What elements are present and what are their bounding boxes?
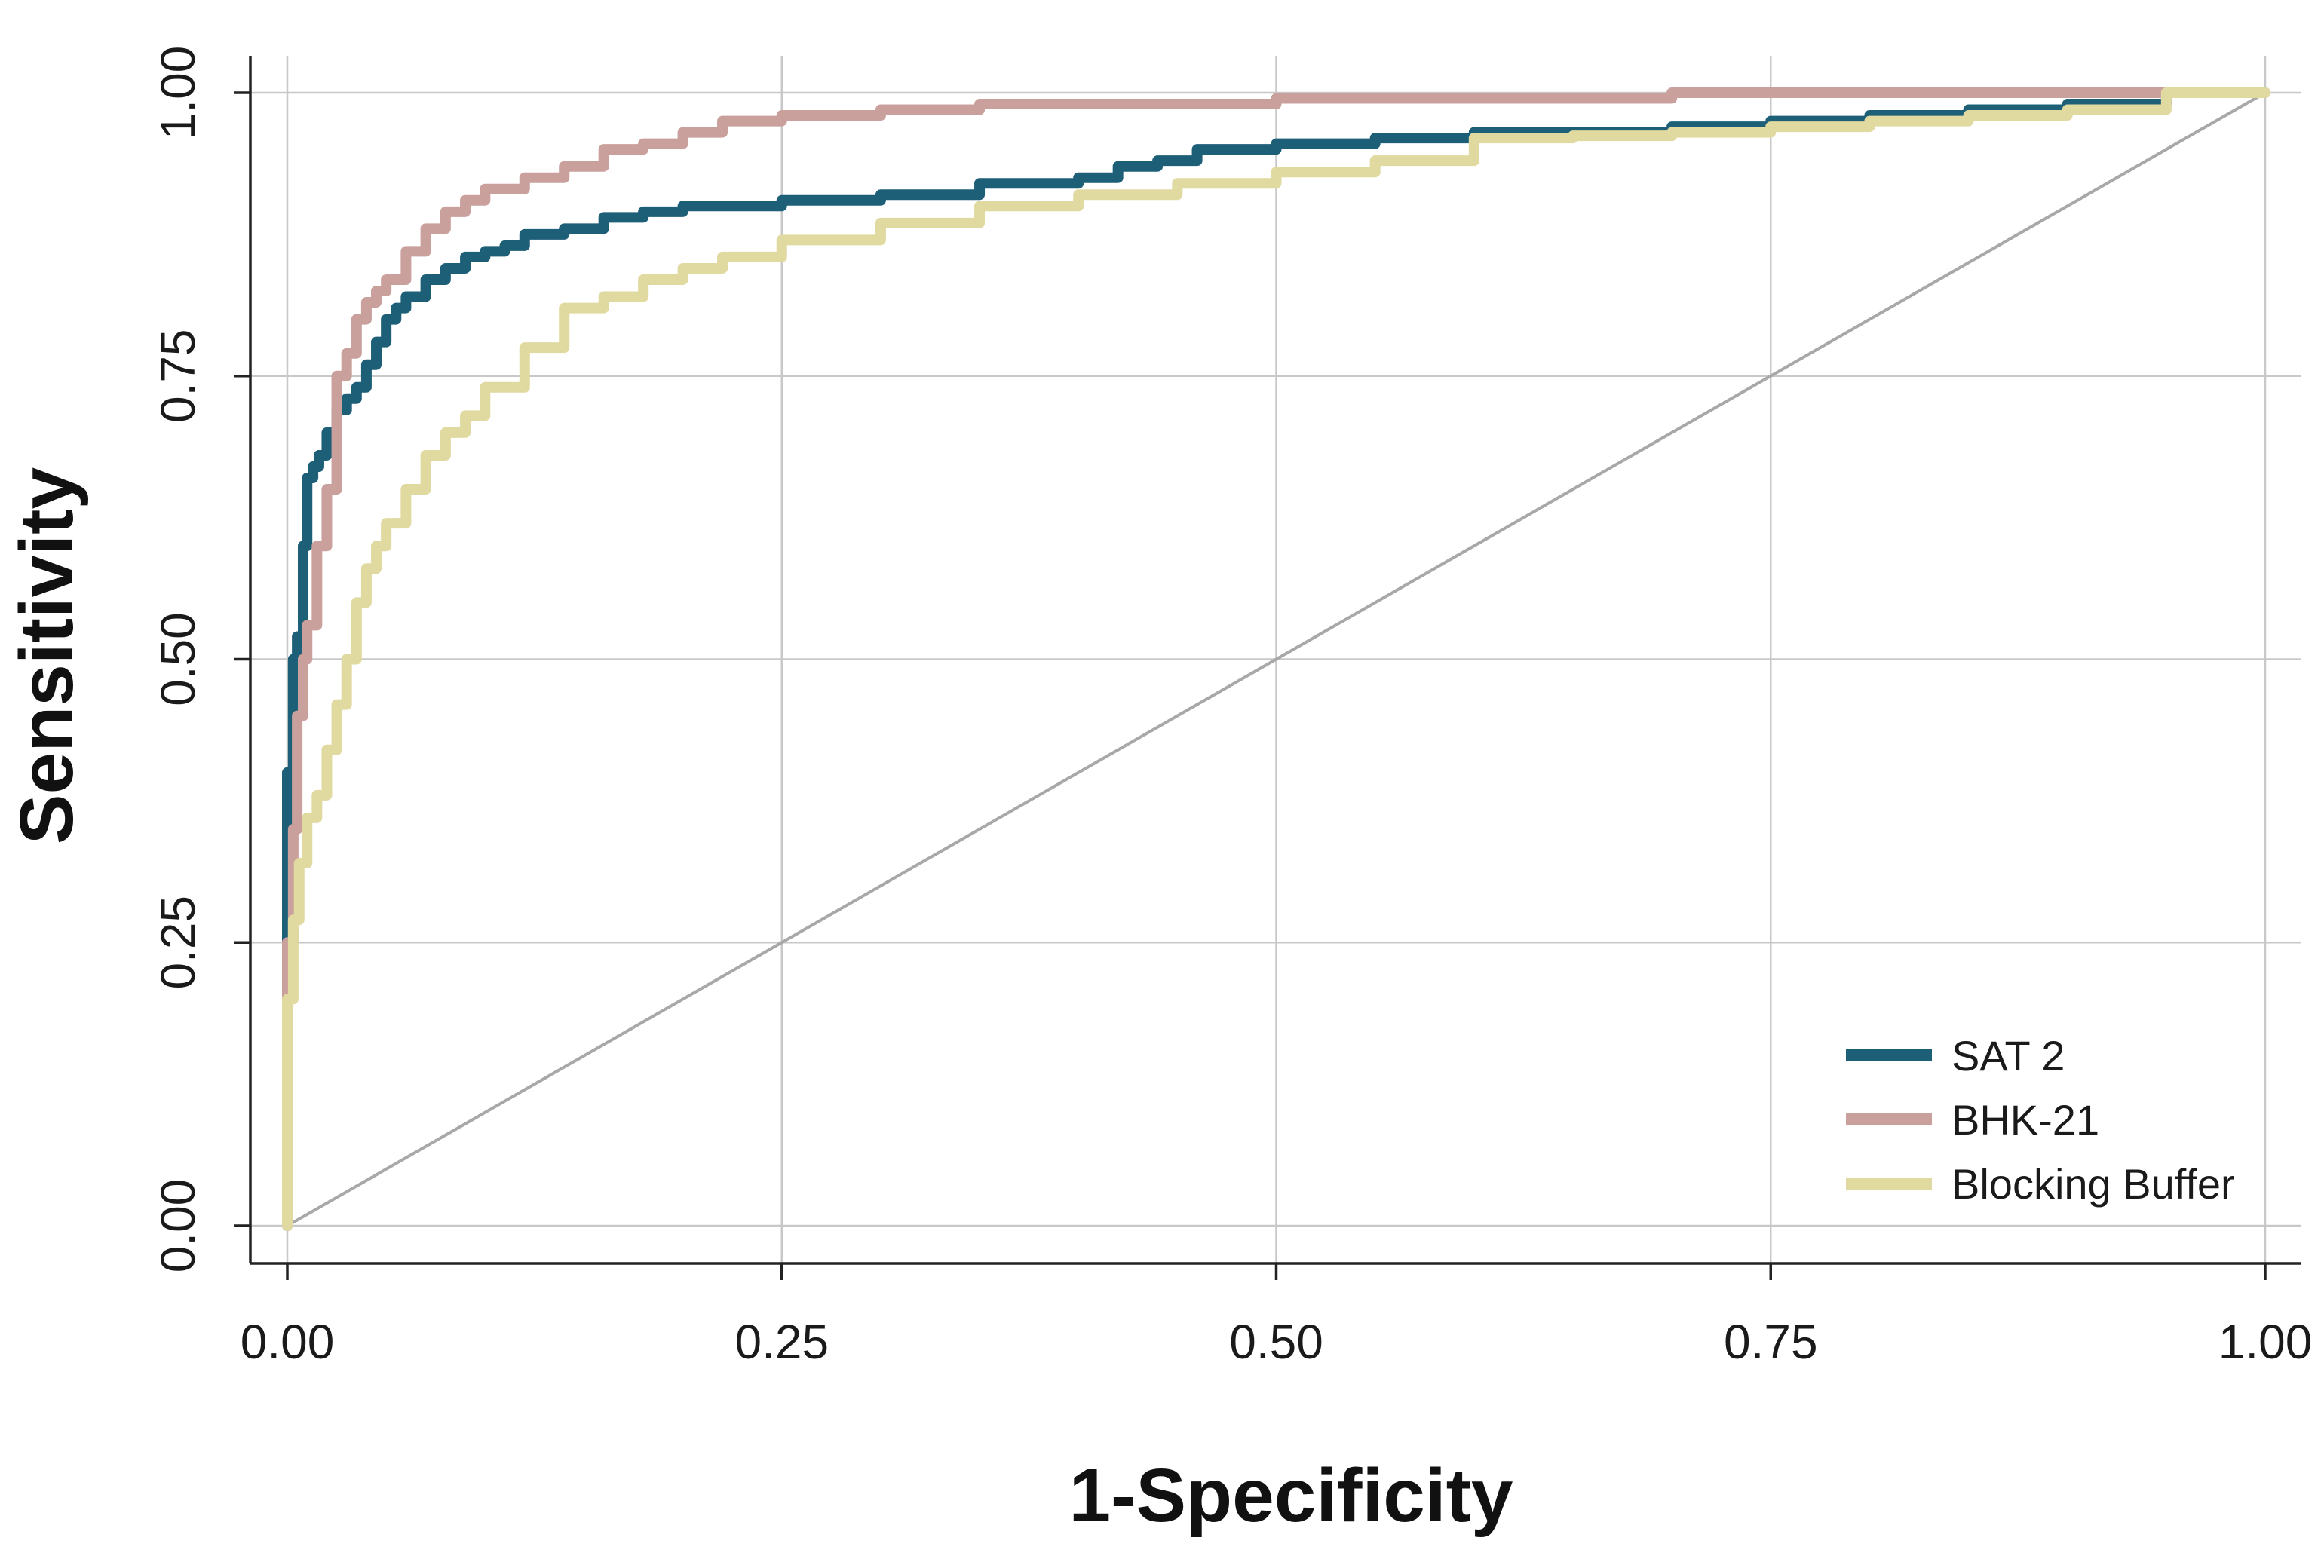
reference-diagonal	[287, 91, 2266, 1227]
legend-label-bhk21: BHK-21	[1951, 1096, 2099, 1144]
legend-label-sat2: SAT 2	[1951, 1032, 2065, 1080]
x-tick-label-2: 0.50	[1229, 1315, 1323, 1369]
series-layer	[282, 87, 2270, 1231]
x-tick-label-4: 1.00	[2218, 1315, 2313, 1369]
tick-layer: 0.00 0.25 0.50 0.75 1.00 0.00 0.25 0.50 0.75 1.00	[151, 46, 2312, 1369]
y-tick-label-1: 0.25	[151, 896, 205, 990]
y-tick-label-2: 0.50	[151, 612, 205, 706]
legend: SAT 2 BHK-21 Blocking Buffer	[1846, 1032, 2235, 1208]
reference-layer	[287, 91, 2266, 1227]
y-tick-label-4: 1.00	[151, 46, 205, 140]
y-axis-title: Sensitivity	[5, 467, 89, 845]
x-tick-label-0: 0.00	[241, 1315, 335, 1369]
series-line-bhk-21	[282, 87, 2270, 1231]
series-line-blocking-buffer	[282, 87, 2270, 1231]
x-tick-label-1: 0.25	[734, 1315, 829, 1369]
x-axis-title: 1-Specificity	[1068, 1453, 1513, 1538]
x-tick-label-3: 0.75	[1724, 1315, 1818, 1369]
y-tick-label-3: 0.75	[151, 329, 205, 423]
legend-label-blocking-buffer: Blocking Buffer	[1951, 1160, 2235, 1208]
y-tick-label-0: 0.00	[151, 1179, 205, 1273]
